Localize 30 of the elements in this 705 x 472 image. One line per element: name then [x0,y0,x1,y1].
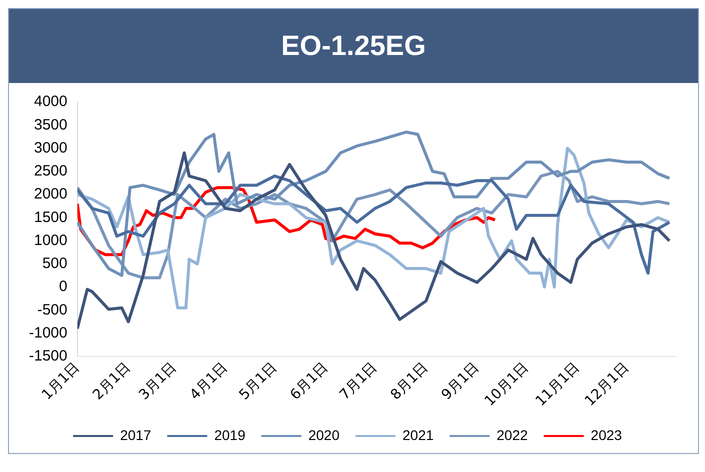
y-tick-label: 2500 [34,162,68,180]
x-tick-label: 3月1日 [136,359,180,404]
y-tick-label: -500 [37,301,68,318]
x-tick-label: 9月1日 [438,359,482,404]
x-tick-label: 2月1日 [90,359,134,404]
x-tick-label: 4月1日 [187,359,231,404]
legend-label: 2022 [496,426,528,443]
x-tick-label: 11月1日 [532,359,583,410]
x-tick-label: 12月1日 [582,359,632,410]
legend-label: 2021 [402,426,434,443]
y-tick-label: 3000 [34,139,68,156]
y-tick-label: 500 [42,255,68,272]
y-tick-label: 0 [59,278,68,296]
x-tick-label: 7月1日 [336,359,380,404]
y-tick-label: 3500 [34,116,68,134]
legend-label: 2019 [214,426,246,443]
x-tick-label: 6月1日 [287,359,332,404]
legend-label: 2020 [308,426,340,443]
x-tick-label: 10月1日 [482,359,532,410]
x-tick-label: 5月1日 [236,359,280,404]
y-tick-label: -1000 [28,324,68,342]
y-tick-label: -1500 [28,348,68,365]
legend-label: 2017 [120,426,152,443]
legend-label: 2023 [590,426,622,443]
y-tick-label: 4000 [34,93,68,110]
x-tick-label: 8月1日 [388,359,432,404]
y-tick-label: 1000 [34,232,68,249]
y-tick-label: 1500 [34,208,68,226]
y-tick-label: 2000 [34,186,68,203]
chart-title: EO-1.25EG [9,9,698,83]
